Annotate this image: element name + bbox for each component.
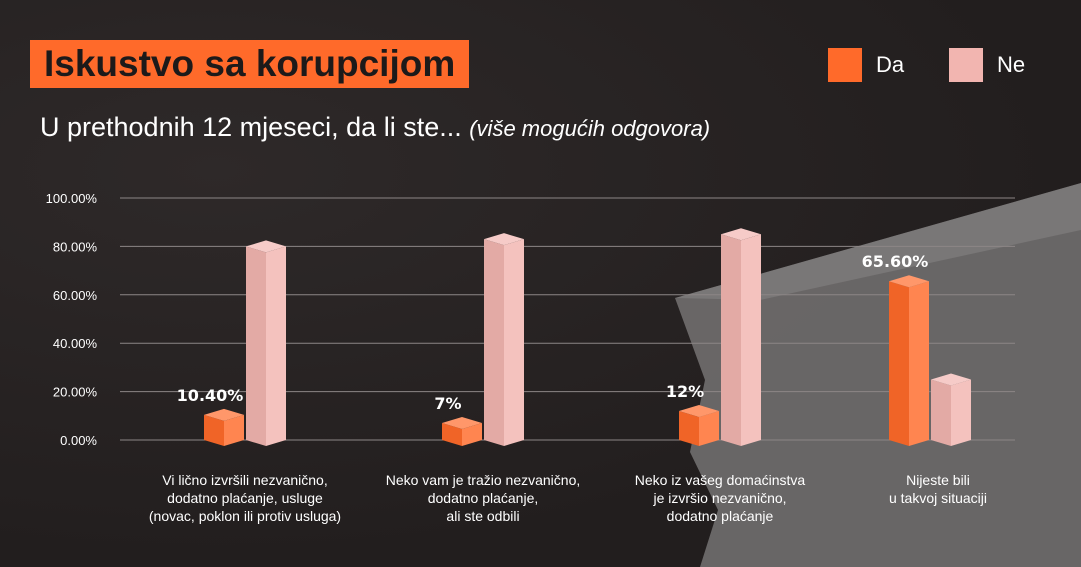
y-tick-label: 80.00%	[53, 239, 98, 254]
bar-face-left	[679, 410, 699, 446]
category-label: Neko vam je tražio nezvanično, dodatno p…	[385, 472, 581, 524]
title-box: Iskustvo sa korupcijom	[30, 40, 470, 88]
bar-da	[889, 275, 929, 446]
category-label: Nijeste bili u takvoj situaciji	[888, 472, 988, 506]
y-tick-label: 60.00%	[53, 288, 98, 303]
bar-ne	[721, 228, 761, 446]
bar-face-left	[931, 379, 951, 446]
data-label: 10.40%	[177, 386, 244, 405]
bar-face-left	[246, 246, 266, 446]
bar-face-right	[462, 423, 482, 446]
bar-face-right	[224, 414, 244, 446]
bar-face-top	[442, 417, 482, 430]
y-tick-label: 0.00%	[60, 433, 97, 448]
bar-face-top	[246, 240, 286, 253]
bar-face-top	[931, 373, 971, 386]
bar-face-right	[699, 410, 719, 446]
bar-face-left	[484, 239, 504, 446]
page-title: Iskustvo sa korupcijom	[44, 43, 456, 84]
bar-face-top	[721, 228, 761, 241]
bar-face-right	[951, 379, 971, 446]
bar-face-top	[484, 233, 524, 246]
data-label: 65.60%	[862, 252, 929, 271]
bar-face-left	[721, 234, 741, 446]
bar-face-top	[204, 408, 244, 421]
bar-ne	[246, 240, 286, 446]
bar-face-left	[204, 414, 224, 446]
data-label: 7%	[434, 394, 461, 413]
bar-face-top	[679, 404, 719, 417]
legend-swatch-ne	[949, 48, 983, 82]
subtitle: U prethodnih 12 mjeseci, da li ste... (v…	[40, 112, 710, 143]
legend-label-ne: Ne	[997, 52, 1026, 77]
bar-face-left	[889, 281, 909, 446]
legend-item-da: Da	[828, 48, 904, 82]
bar-ne	[484, 233, 524, 446]
bar-face-top	[889, 275, 929, 288]
data-label: 12%	[666, 382, 704, 401]
bar-face-right	[504, 239, 524, 446]
category-label: Vi lično izvršili nezvanično, dodatno pl…	[148, 472, 342, 524]
subtitle-text: U prethodnih 12 mjeseci, da li ste...	[40, 112, 462, 142]
bar-da	[679, 404, 719, 446]
subtitle-note: (više mogućih odgovora)	[469, 116, 711, 141]
bar-face-right	[741, 234, 761, 446]
y-tick-label: 20.00%	[53, 385, 98, 400]
legend-label-da: Da	[876, 52, 905, 77]
y-tick-label: 100.00%	[46, 191, 98, 206]
bar-da	[442, 417, 482, 446]
legend-item-ne: Ne	[949, 48, 1025, 82]
legend-swatch-da	[828, 48, 862, 82]
bar-face-left	[442, 423, 462, 446]
y-tick-label: 40.00%	[53, 336, 98, 351]
bar-da	[204, 408, 244, 446]
bar-face-right	[266, 246, 286, 446]
bar-face-right	[909, 281, 929, 446]
category-label: Neko iz vašeg domaćinstva je izvršio nez…	[634, 472, 806, 524]
bar-ne	[931, 373, 971, 446]
